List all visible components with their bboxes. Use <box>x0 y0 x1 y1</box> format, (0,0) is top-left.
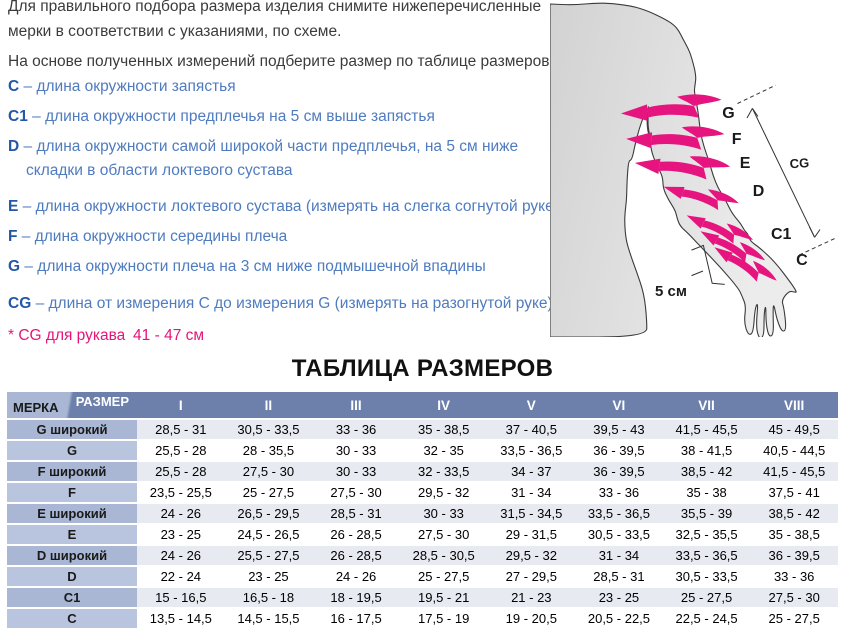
svg-text:C1: C1 <box>771 226 792 243</box>
svg-text:5 см: 5 см <box>655 283 687 300</box>
svg-text:C: C <box>796 252 808 269</box>
svg-text:E: E <box>740 155 751 172</box>
svg-text:CG: CG <box>789 155 809 171</box>
svg-text:F: F <box>732 131 742 148</box>
svg-text:D: D <box>753 183 765 200</box>
svg-text:G: G <box>722 105 734 122</box>
